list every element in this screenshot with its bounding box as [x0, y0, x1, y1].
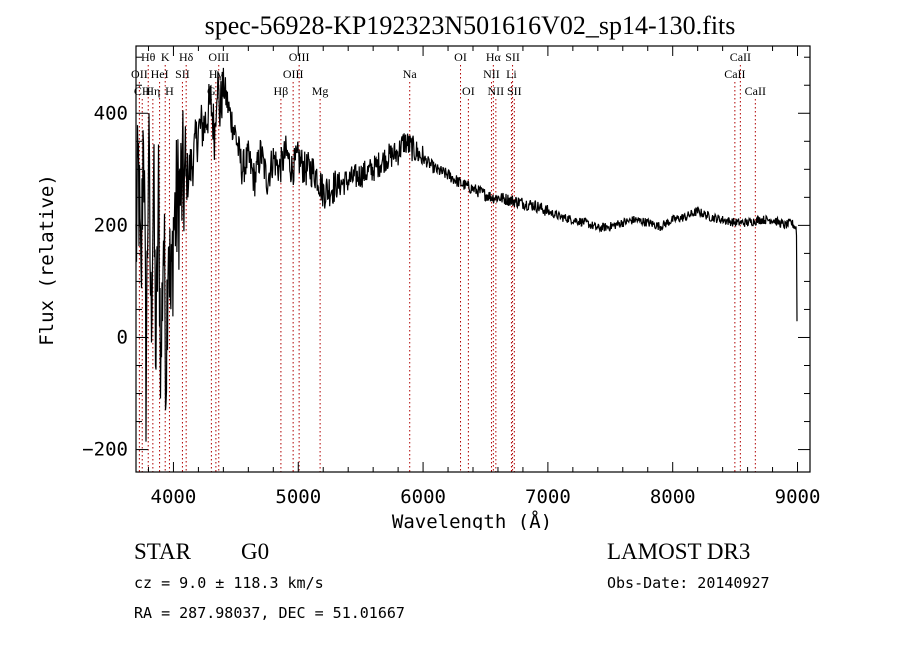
annotation-label: CaII — [724, 67, 745, 81]
y-tick-label: 200 — [94, 214, 128, 236]
annotation-label: OI — [454, 50, 467, 64]
obs-date-text: Obs-Date: 20140927 — [607, 574, 770, 592]
annotation-label: Na — [403, 67, 418, 81]
x-tick-label: 9000 — [775, 486, 821, 508]
annotation-label: OIII — [283, 67, 304, 81]
annotation-label: Li — [506, 67, 517, 81]
axis-ticks: 4000 5000 6000 7000 8000 9000 −200 0 200 400 — [82, 46, 820, 508]
annotation-label: SII — [507, 84, 522, 98]
x-axis-label: Wavelength (Å) — [392, 510, 552, 530]
plot-frame — [135, 45, 811, 473]
annotation-label: Mg — [312, 84, 329, 98]
annotation-label: K — [161, 50, 170, 64]
subclass: G0 — [241, 539, 270, 564]
annotation-label: CH — [134, 84, 151, 98]
annotation-label: Hβ — [274, 84, 289, 98]
y-axis-label: Flux (relative) — [36, 174, 58, 346]
annotation-label: SII — [505, 50, 520, 64]
annotation-label: HeI — [151, 67, 169, 81]
y-tick-label: 0 — [117, 326, 128, 348]
annotation-label: OIII — [208, 50, 229, 64]
y-tick-label: 400 — [94, 102, 128, 124]
annotation-label: Hθ — [141, 50, 156, 64]
x-tick-label: 7000 — [525, 486, 571, 508]
spectrum-chart: spec-56928-KP192323N501616V02_sp14-130.f… — [36, 11, 820, 530]
x-tick-label: 8000 — [650, 486, 696, 508]
y-tick-label: −200 — [82, 439, 128, 461]
annotation-label: NII — [488, 84, 505, 98]
annotation-label: SII — [175, 67, 190, 81]
annotation-label: OI — [462, 84, 475, 98]
annotation-label: NII — [483, 67, 500, 81]
annotation-label: Hα — [486, 50, 502, 64]
spectrum-line — [135, 67, 798, 442]
object-class: STAR — [134, 539, 191, 564]
annotation-label: CaII — [745, 84, 766, 98]
annotation-label: Hγ — [209, 67, 224, 81]
coordinates-text: RA = 287.98037, DEC = 51.01667 — [134, 604, 405, 622]
annotation-label: OII — [131, 67, 148, 81]
annotation-label: Hη — [145, 84, 160, 98]
redshift-text: cz = 9.0 ± 118.3 km/s — [134, 574, 324, 592]
annotation-label: CaII — [730, 50, 751, 64]
x-tick-label: 6000 — [400, 486, 446, 508]
survey-name: LAMOST DR3 — [607, 539, 751, 564]
annotation-label: H — [165, 84, 174, 98]
annotation-label: OIII — [289, 50, 310, 64]
x-tick-label: 5000 — [275, 486, 321, 508]
chart-title: spec-56928-KP192323N501616V02_sp14-130.f… — [205, 11, 736, 40]
annotation-label: Hδ — [179, 50, 194, 64]
x-tick-label: 4000 — [151, 486, 197, 508]
